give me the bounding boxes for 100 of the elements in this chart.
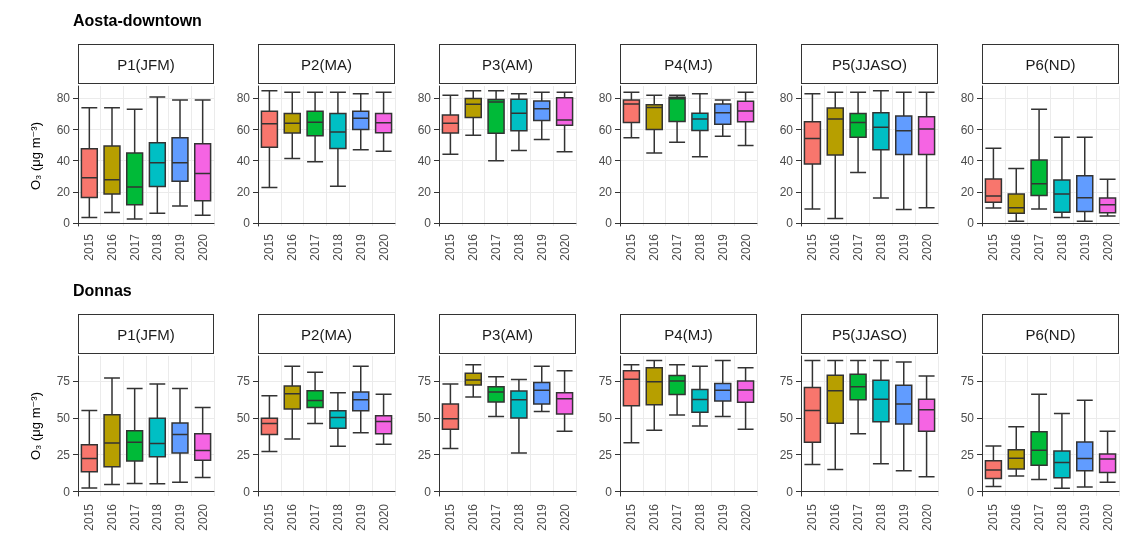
x-tick-label: 2016 xyxy=(466,233,481,261)
x-tick-label: 2015 xyxy=(82,233,97,261)
x-tick-label: 2016 xyxy=(647,503,662,531)
y-tick-label: 0 xyxy=(967,215,975,230)
text: Donnas xyxy=(73,282,132,300)
x-tick-label: 2019 xyxy=(534,233,549,261)
x-tick-label: 2018 xyxy=(330,233,345,261)
y-tick-label: 0 xyxy=(424,215,432,230)
x-tick-label: 2015 xyxy=(624,233,639,261)
chart-title: P5(JJASO) xyxy=(801,314,938,354)
y-tick-label: 0 xyxy=(967,484,975,499)
x-tick-label: 2015 xyxy=(805,503,820,531)
x-tick-label: 2015 xyxy=(624,503,639,531)
y-tick-label: 75 xyxy=(598,374,613,389)
y-tick-label: 40 xyxy=(417,153,432,168)
x-tick-label: 2018 xyxy=(330,503,345,531)
x-tick-label: 2017 xyxy=(308,233,323,261)
text: Aosta-downtown xyxy=(73,12,202,30)
y-tick-label: 50 xyxy=(598,410,613,425)
x-tick-label: 2016 xyxy=(828,233,843,261)
y-tick-label: 20 xyxy=(960,184,975,199)
x-tick-label: 2020 xyxy=(1100,233,1115,261)
x-tick-label: 2019 xyxy=(353,503,368,531)
chart-title: P2(MA) xyxy=(258,314,395,354)
x-tick-label: 2018 xyxy=(873,233,888,261)
x-tick-label: 2019 xyxy=(896,233,911,261)
y-tick-label: 25 xyxy=(960,447,975,462)
x-tick-label: 2016 xyxy=(285,503,300,531)
x-tick-label: 2019 xyxy=(353,233,368,261)
y-tick-label: 0 xyxy=(786,215,794,230)
y-tick-label: 20 xyxy=(56,184,71,199)
y-tick-label: 25 xyxy=(56,447,71,462)
x-tick-label: 2018 xyxy=(1054,233,1069,261)
x-tick-label: 2016 xyxy=(105,503,119,531)
x-tick-label: 2018 xyxy=(150,503,165,531)
y-tick-label: 75 xyxy=(56,374,71,389)
chart-title: P6(ND) xyxy=(982,44,1119,84)
x-tick-label: 2020 xyxy=(195,233,210,261)
chart-title: P3(AM) xyxy=(439,314,576,354)
x-tick-label: 2020 xyxy=(195,503,210,531)
x-tick-label: 2018 xyxy=(692,233,707,261)
chart-title: P1(JFM) xyxy=(78,314,214,354)
y-tick-label: 0 xyxy=(605,215,613,230)
y-tick-label: 75 xyxy=(960,374,975,389)
x-tick-label: 2017 xyxy=(127,233,142,261)
x-tick-label: 2017 xyxy=(851,503,866,531)
y-tick-label: 20 xyxy=(598,184,613,199)
y-tick-label: 75 xyxy=(779,374,794,389)
y-tick-label: 25 xyxy=(236,447,251,462)
x-tick-label: 2019 xyxy=(1077,503,1092,531)
x-tick-label: 2016 xyxy=(1009,503,1024,531)
y-axis-title: O₃ (μg m⁻³) xyxy=(28,121,43,191)
y-tick-label: 75 xyxy=(417,374,432,389)
y-tick-label: 80 xyxy=(56,91,71,106)
y-tick-label: 25 xyxy=(417,447,432,462)
x-tick-label: 2019 xyxy=(715,233,730,261)
y-tick-label: 60 xyxy=(417,122,432,137)
y-tick-label: 25 xyxy=(598,447,613,462)
y-tick-label: 75 xyxy=(236,374,251,389)
x-tick-label: 2017 xyxy=(489,503,504,531)
x-tick-label: 2017 xyxy=(851,233,866,261)
x-tick-label: 2016 xyxy=(105,233,119,261)
y-tick-label: 40 xyxy=(960,153,975,168)
x-tick-label: 2020 xyxy=(919,233,934,261)
y-tick-label: 80 xyxy=(417,91,432,106)
y-tick-label: 50 xyxy=(779,410,794,425)
x-tick-label: 2018 xyxy=(1054,503,1069,531)
x-tick-label: 2020 xyxy=(738,233,753,261)
y-tick-label: 0 xyxy=(243,484,251,499)
x-tick-label: 2018 xyxy=(692,503,707,531)
y-tick-label: 80 xyxy=(779,91,794,106)
x-tick-label: 2016 xyxy=(828,503,843,531)
x-tick-label: 2020 xyxy=(738,503,753,531)
y-tick-label: 80 xyxy=(960,91,975,106)
x-tick-label: 2020 xyxy=(919,503,934,531)
y-tick-label: 60 xyxy=(236,122,251,137)
x-tick-label: 2018 xyxy=(511,503,526,531)
x-tick-label: 2020 xyxy=(557,503,572,531)
x-tick-label: 2018 xyxy=(511,233,526,261)
x-tick-label: 2020 xyxy=(1100,503,1115,531)
y-tick-label: 0 xyxy=(786,484,794,499)
y-tick-label: 0 xyxy=(63,215,71,230)
y-tick-label: 80 xyxy=(236,91,251,106)
x-tick-label: 2015 xyxy=(443,233,458,261)
x-tick-label: 2015 xyxy=(82,503,97,531)
x-tick-label: 2020 xyxy=(557,233,572,261)
x-tick-label: 2020 xyxy=(376,233,391,261)
y-tick-label: 20 xyxy=(779,184,794,199)
y-tick-label: 40 xyxy=(598,153,613,168)
y-tick-label: 40 xyxy=(779,153,794,168)
y-tick-label: 0 xyxy=(605,484,613,499)
x-tick-label: 2019 xyxy=(173,233,187,261)
x-tick-label: 2017 xyxy=(308,503,323,531)
y-tick-label: 20 xyxy=(417,184,432,199)
chart-title: P5(JJASO) xyxy=(801,44,938,84)
x-tick-label: 2020 xyxy=(376,503,391,531)
y-tick-label: 40 xyxy=(236,153,251,168)
x-tick-label: 2016 xyxy=(285,233,300,261)
x-tick-label: 2018 xyxy=(873,503,888,531)
x-tick-label: 2019 xyxy=(715,503,730,531)
